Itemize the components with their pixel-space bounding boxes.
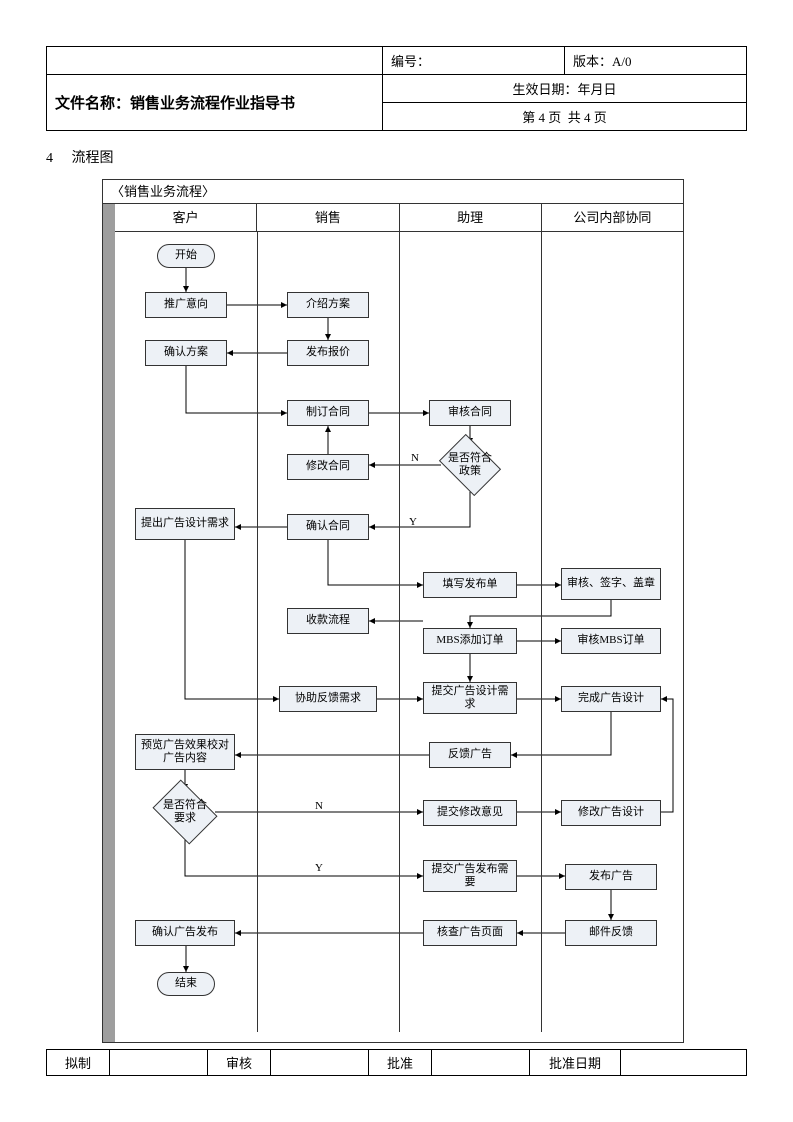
flow-node-start: 开始	[157, 244, 215, 268]
flow-node-n8: 确认合同	[287, 514, 369, 540]
section-number: 4	[46, 151, 68, 167]
flow-node-n26: 确认广告发布	[135, 920, 235, 946]
flow-node-n20: 提交修改意见	[423, 800, 517, 826]
lane-header: 客户	[115, 204, 256, 231]
flow-node-n25: 核查广告页面	[423, 920, 517, 946]
flowchart-container: 〈销售业务流程〉 客户销售助理公司内部协同 开始推广意向 介绍方案发布报价 确认方案…	[102, 179, 684, 1043]
lane-separator	[541, 232, 542, 1032]
footer-review-value	[271, 1050, 369, 1076]
flow-node-n6: 审核合同	[429, 400, 511, 426]
flow-node-n23: 发布广告	[565, 864, 657, 890]
effective-value: 年月日	[578, 82, 617, 97]
flow-node-n14: 审核MBS订单	[561, 628, 661, 654]
flow-node-n16: 提交广告设计需求	[423, 682, 517, 714]
footer: 拟制 审核 批准 批准日期	[46, 1049, 747, 1076]
page: 编号： 版本：A/0 文件名称：销售业务流程作业指导书 生效日期：年月日 第 4…	[0, 0, 793, 1122]
footer-review-label: 审核	[208, 1050, 271, 1076]
edge-label: N	[411, 452, 419, 464]
flow-node-n9: 提出广告设计需求	[135, 508, 235, 540]
flow-node-n11: 审核、签字、盖章	[561, 568, 661, 600]
lane-header: 销售	[256, 204, 398, 231]
effective-label: 生效日期：	[512, 82, 577, 97]
edge-label: N	[315, 800, 323, 812]
grey-band	[103, 204, 115, 1042]
header-table: 编号： 版本：A/0 文件名称：销售业务流程作业指导书 生效日期：年月日 第 4…	[46, 46, 747, 131]
footer-approve-date-value	[621, 1050, 747, 1076]
page-total: 共 4 页	[568, 110, 607, 125]
lane-header: 公司内部协同	[541, 204, 683, 231]
footer-draft-value	[110, 1050, 208, 1076]
flow-node-n12: 收款流程	[287, 608, 369, 634]
footer-approve-value	[432, 1050, 530, 1076]
footer-approve-date-label: 批准日期	[530, 1050, 621, 1076]
flow-node-n22: 提交广告发布需要	[423, 860, 517, 892]
lane-header-row: 客户销售助理公司内部协同	[115, 204, 683, 232]
flow-canvas: 开始推广意向 介绍方案发布报价 确认方案制订合同 审核合同是否符合政策 修改合同确认合同…	[115, 232, 683, 1042]
flow-node-n10: 填写发布单	[423, 572, 517, 598]
flow-node-d2: 是否符合要求	[155, 790, 215, 834]
flow-node-n15: 协助反馈需求	[279, 686, 377, 712]
flow-node-n5: 制订合同	[287, 400, 369, 426]
flow-node-n21: 修改广告设计	[561, 800, 661, 826]
flow-node-n7: 修改合同	[287, 454, 369, 480]
edge-label: Y	[315, 862, 323, 874]
title-value: 销售业务流程作业指导书	[130, 95, 295, 112]
edge-label: Y	[409, 516, 417, 528]
flow-node-n4: 确认方案	[145, 340, 227, 366]
version-value: A/0	[612, 54, 632, 69]
flow-node-n1: 推广意向	[145, 292, 227, 318]
flow-node-end: 结束	[157, 972, 215, 996]
footer-approve-label: 批准	[369, 1050, 432, 1076]
flow-node-n3: 发布报价	[287, 340, 369, 366]
lane-header: 助理	[399, 204, 541, 231]
flow-node-n18: 反馈广告	[429, 742, 511, 768]
title-label: 文件名称：	[55, 95, 130, 112]
flow-node-n24: 邮件反馈	[565, 920, 657, 946]
section-title: 流程图	[72, 151, 114, 166]
page-current: 第 4 页	[522, 110, 561, 125]
flow-node-n17: 完成广告设计	[561, 686, 661, 712]
footer-draft-label: 拟制	[47, 1050, 110, 1076]
lane-separator	[257, 232, 258, 1032]
lane-separator	[399, 232, 400, 1032]
doc-no-label: 编号：	[391, 54, 430, 69]
flow-node-n2: 介绍方案	[287, 292, 369, 318]
flow-node-d1: 是否符合政策	[441, 444, 499, 486]
flow-node-n13: MBS添加订单	[423, 628, 517, 654]
section-heading: 4 流程图	[46, 147, 747, 167]
flow-node-n19: 预览广告效果校对广告内容	[135, 734, 235, 770]
flowchart-title: 〈销售业务流程〉	[103, 180, 683, 204]
version-label: 版本：	[573, 54, 612, 69]
